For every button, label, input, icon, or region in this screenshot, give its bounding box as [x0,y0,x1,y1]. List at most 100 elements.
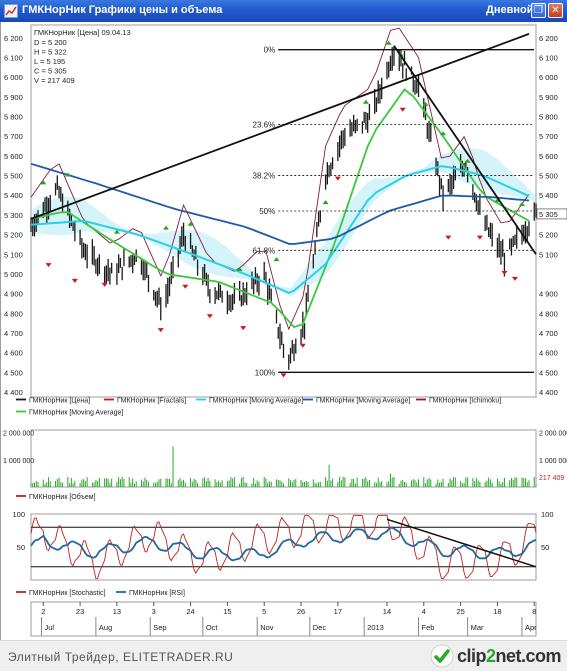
oscillator-trendline[interactable] [386,518,537,568]
price-axis-tick-right: 4 500 [539,368,558,377]
volume-panel[interactable] [30,429,537,488]
price-axis-tick-left: 5 300 [4,211,23,220]
oscillator-axis-tick-right: 50 [541,543,549,552]
fractal-up-marker [422,101,429,106]
info-box-header: ГМКНорНик [Цена] 09.04.13 [34,28,131,37]
chart-canvas[interactable]: 0% 23.6% 38.2% 50% 61.8% 100% ГМКНорНик [Цена]… [1,22,567,640]
time-axis-month-label: Apr [525,623,537,632]
trendline-resistance[interactable] [393,45,537,255]
last-price-marker [536,208,567,220]
fractal-up-marker [236,266,243,271]
price-axis-tick-left: 5 200 [4,231,23,240]
fractal-up-marker [273,257,280,262]
info-box-line: D = 5 200 [34,38,67,47]
trendline-support[interactable] [30,33,530,220]
fractal-up-marker [163,225,170,230]
window-titlebar[interactable]: ГМКНорНик Графики цены и объема Дневной … [0,0,567,22]
time-axis-month-label: Sep [153,623,166,632]
price-axis-tick-right: 5 500 [539,172,558,181]
rsi-line [30,526,537,562]
time-axis-day-label: 14 [383,607,391,616]
price-axis-tick-left: 5 400 [4,191,23,200]
time-axis-month-label: Feb [422,623,435,632]
oscillator-axis-tick-right: 100 [541,510,554,519]
legend-item-main: ГМКНорНик [Moving Average] [29,410,123,417]
volume-axis-tick-left: 2 000 000 [3,431,34,438]
restore-button[interactable]: ❐ [531,3,546,18]
fractal-up-marker [385,40,392,45]
info-box-line: C = 5 305 [34,67,67,76]
volume-axis-tick-right: 1 000 000 [539,458,567,465]
price-axis-tick-right: 6 000 [539,73,558,82]
time-axis-day-label: 13 [113,607,121,616]
fractal-down-marker [157,328,164,333]
legend-item-main: ГМКНорНик [Ichimoku] [429,398,501,405]
price-axis-tick-right: 5 700 [539,132,558,141]
fractal-down-marker [334,176,341,181]
fib-level-label: 23.6% [253,120,276,129]
fractal-down-marker [501,271,508,276]
price-axis-tick-right: 5 800 [539,113,558,122]
price-axis-tick-right: 6 100 [539,54,558,63]
period-label[interactable]: Дневной [486,4,534,16]
time-axis-day-label: 2 [41,607,45,616]
time-axis-day-label: 3 [152,607,156,616]
clip2net-logo[interactable]: clip2net.com [430,644,562,668]
footer: Элитный Трейдер, ELITETRADER.RU clip2net… [0,640,567,671]
legend-item-stochastic: ГМКНорНик [Stochastic] [29,590,106,597]
price-axis-tick-left: 5 900 [4,93,23,102]
legend-item-main: ГМКНорНик [Цена] [29,398,90,405]
price-axis-tick-left: 4 400 [4,388,23,397]
moving-average-green-line [30,88,530,329]
legend-item-rsi: ГМКНорНик [RSI] [129,590,185,597]
price-axis-tick-right: 6 200 [539,34,558,43]
fib-level-label: 0% [264,46,276,55]
price-axis-tick-left: 5 800 [4,113,23,122]
time-axis-month-label: Dec [313,623,327,632]
price-axis-tick-left: 4 500 [4,368,23,377]
close-button[interactable]: ✕ [548,3,563,18]
fractal-down-marker [240,326,247,331]
price-axis-tick-left: 4 900 [4,290,23,299]
fractal-up-marker [322,200,329,205]
clip2net-wordmark: clip2net.com [457,646,562,666]
time-axis-day-label: 8 [532,607,536,616]
price-axis-tick-right: 5 100 [539,250,558,259]
time-axis-month-label: Nov [260,623,274,632]
price-axis-tick-left: 5 600 [4,152,23,161]
fractal-down-marker [182,284,189,289]
time-axis-day-label: 26 [297,607,305,616]
price-axis-tick-right: 4 800 [539,309,558,318]
price-axis-tick-left: 5 000 [4,270,23,279]
time-axis-day-label: 5 [262,607,266,616]
chart-area[interactable]: 0% 23.6% 38.2% 50% 61.8% 100% ГМКНорНик [Цена]… [0,22,567,640]
info-box-line: V = 217 409 [34,76,75,85]
time-axis-day-label: 17 [334,607,342,616]
price-axis-tick-right: 5 400 [539,191,558,200]
window-title: ГМКНорНик Графики цены и объема [22,4,223,16]
price-axis-tick-left: 5 700 [4,132,23,141]
oscillator-axis-tick-left: 50 [17,543,25,552]
fib-level-label: 50% [259,207,275,216]
fractal-up-marker [187,221,194,226]
time-axis-day-label: 18 [493,607,501,616]
legend-item-volume: ГМКНорНик [Объем] [29,493,96,501]
moving-average-fast-line [30,165,530,294]
price-axis-tick-left: 4 600 [4,349,23,358]
info-box-line: H = 5 322 [34,48,67,57]
price-axis-tick-left: 5 500 [4,172,23,181]
price-axis-tick-right: 5 600 [539,152,558,161]
oscillator-panel[interactable] [30,513,537,581]
last-price-value: 5 305 [539,210,558,219]
price-axis-tick-left: 6 100 [4,54,23,63]
fractal-up-marker [113,229,120,234]
fractal-down-marker [511,276,518,281]
time-axis-day-label: 4 [422,607,426,616]
price-axis-tick-right: 4 400 [539,388,558,397]
fractal-down-marker [445,235,452,240]
price-axis-tick-left: 4 700 [4,329,23,338]
legend-item-main: ГМКНорНик [Fractals] [117,398,186,405]
price-axis-tick-left: 4 800 [4,309,23,318]
fractal-down-marker [45,263,52,268]
price-axis-tick-right: 5 200 [539,231,558,240]
